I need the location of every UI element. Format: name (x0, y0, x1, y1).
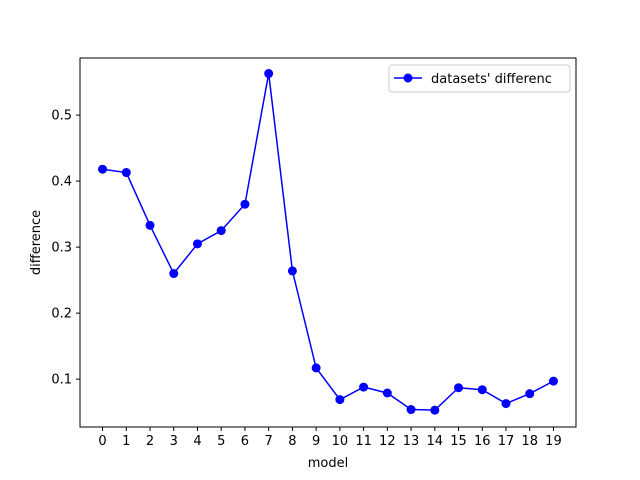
x-tick-label: 0 (98, 434, 106, 449)
data-point (287, 266, 297, 276)
x-tick-label: 8 (288, 434, 296, 449)
y-tick-label: 0.1 (51, 373, 72, 388)
data-point (382, 388, 392, 398)
data-point (311, 363, 321, 373)
data-point (501, 399, 511, 409)
data-point (335, 395, 345, 405)
x-tick-label: 16 (474, 434, 491, 449)
y-axis-label: difference (29, 210, 44, 275)
data-point (240, 199, 250, 209)
legend: datasets' differenc (388, 64, 571, 93)
x-tick-label: 1 (122, 434, 130, 449)
x-tick-label: 15 (450, 434, 467, 449)
data-point (454, 383, 464, 393)
y-tick-label: 0.4 (51, 175, 72, 190)
x-tick-label: 14 (427, 434, 444, 449)
x-tick-label: 2 (146, 434, 154, 449)
legend-marker-swatch (403, 73, 413, 83)
y-tick-label: 0.2 (51, 307, 72, 322)
plot-area (80, 58, 576, 427)
data-point (477, 385, 487, 395)
series-layer (98, 69, 558, 415)
x-tick-label: 19 (545, 434, 562, 449)
x-tick-label: 9 (312, 434, 320, 449)
data-point (430, 405, 440, 415)
data-point (548, 376, 558, 386)
data-point (145, 220, 155, 230)
legend-box (388, 64, 571, 93)
data-point (169, 269, 179, 279)
x-tick-label: 3 (170, 434, 178, 449)
x-tick-label: 4 (193, 434, 201, 449)
data-point (216, 226, 226, 236)
y-tick-label: 0.3 (51, 241, 72, 256)
x-tick-label: 12 (379, 434, 396, 449)
data-point (264, 69, 274, 79)
y-axis-ticks: 0.1 0.2 0.3 0.4 0.5 (51, 109, 80, 388)
x-tick-label: 6 (241, 434, 249, 449)
data-point (121, 168, 131, 178)
x-tick-label: 11 (355, 434, 372, 449)
x-tick-label: 17 (498, 434, 515, 449)
x-tick-label: 18 (521, 434, 538, 449)
x-tick-label: 5 (217, 434, 225, 449)
x-tick-label: 7 (265, 434, 273, 449)
legend-label: datasets' differenc (431, 72, 552, 87)
data-point (98, 164, 108, 174)
x-axis-ticks: 0 1 2 3 4 5 6 7 8 9 10 11 12 13 14 15 16 17 18 19 (98, 427, 562, 449)
x-axis-label: model (308, 456, 348, 471)
y-tick-label: 0.5 (51, 109, 72, 124)
data-point (525, 389, 535, 399)
plot-frame (79, 57, 577, 428)
data-point (406, 405, 416, 415)
x-tick-label: 10 (332, 434, 349, 449)
data-point (359, 382, 369, 392)
data-point (192, 239, 202, 249)
x-tick-label: 13 (403, 434, 420, 449)
